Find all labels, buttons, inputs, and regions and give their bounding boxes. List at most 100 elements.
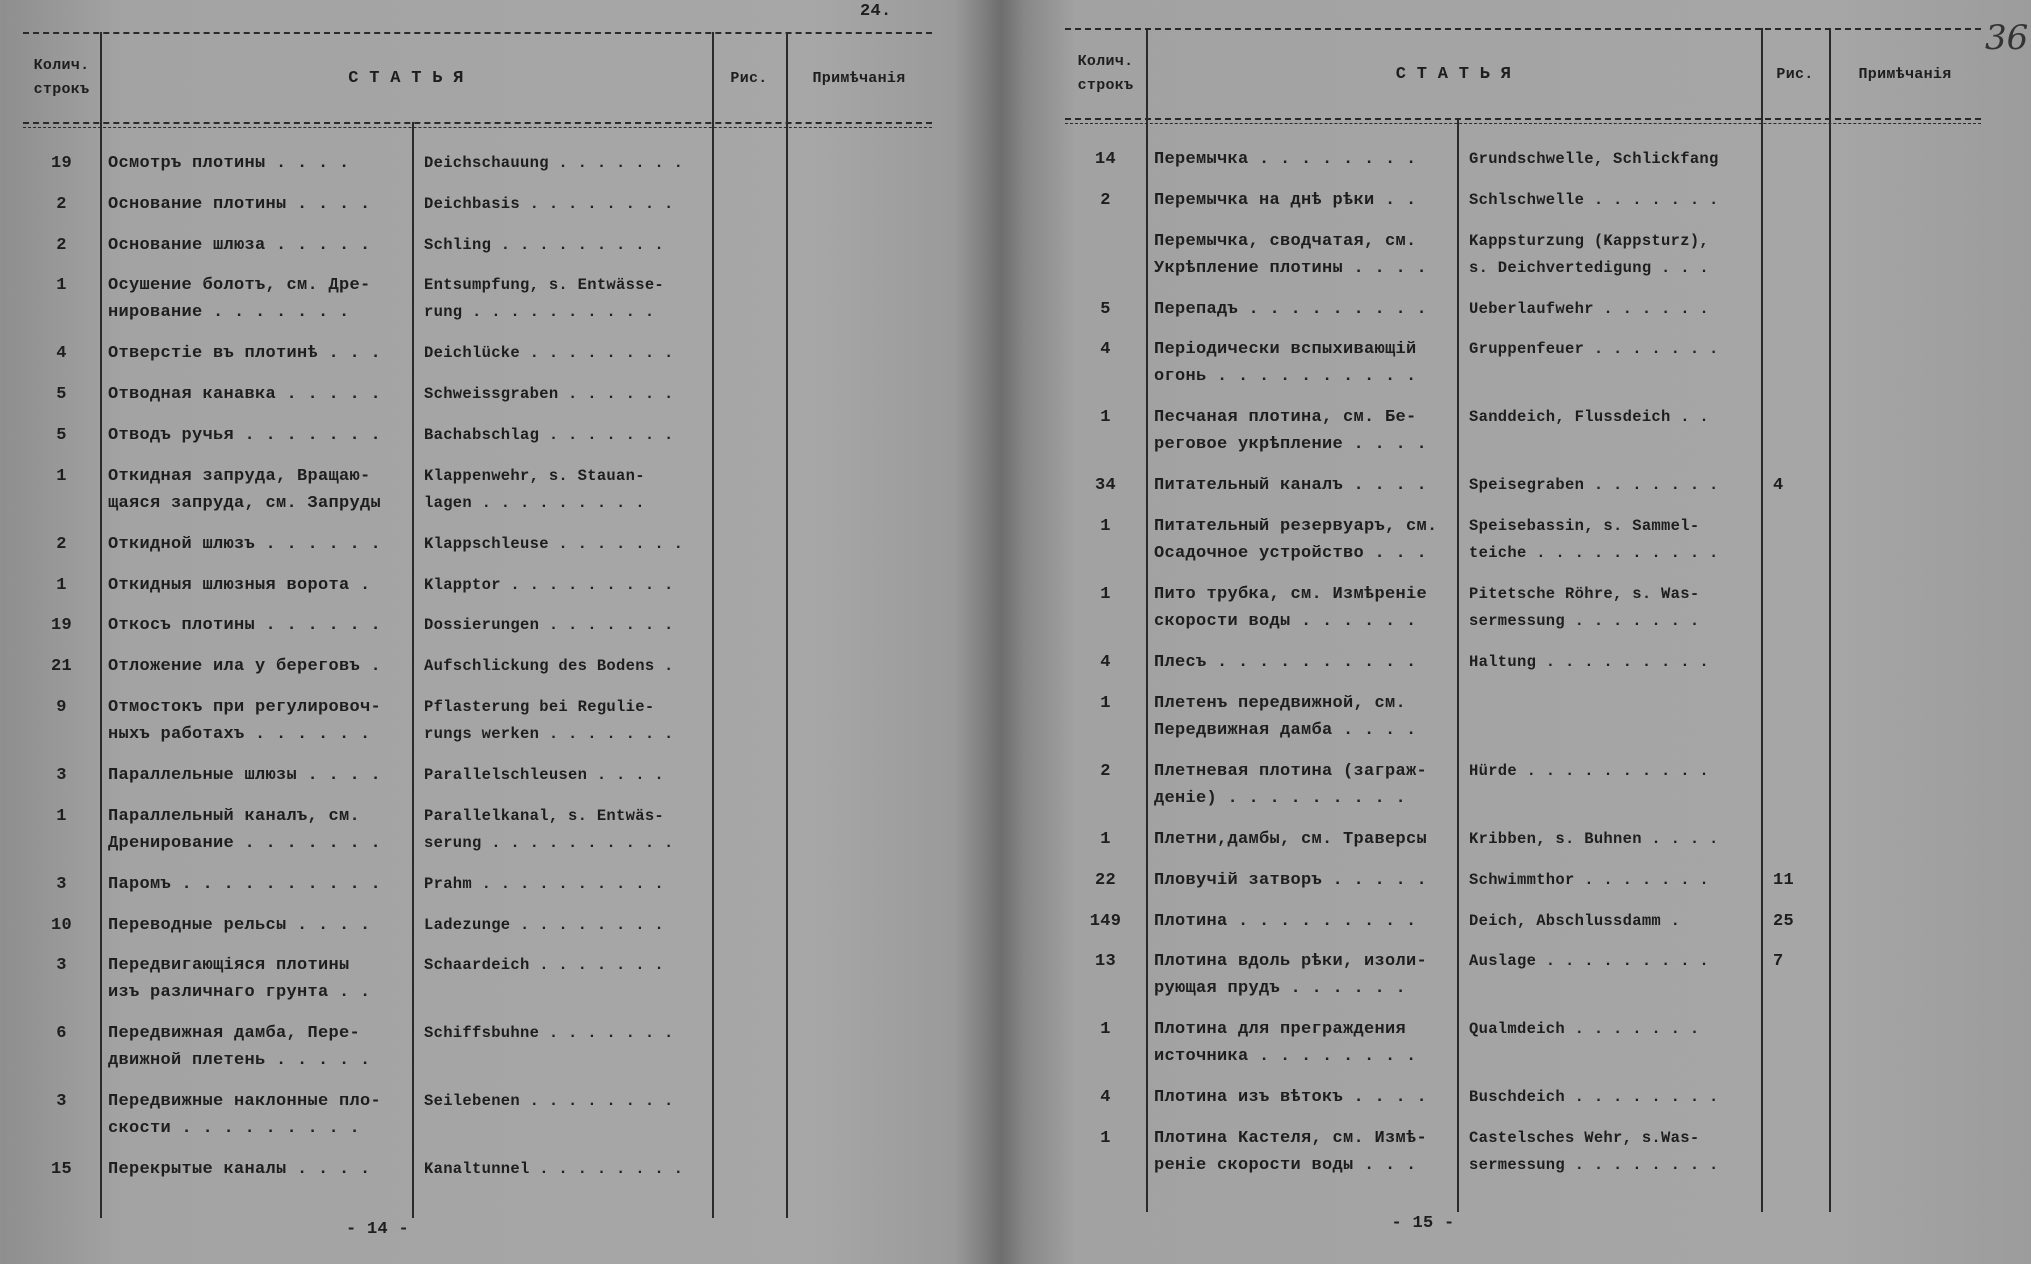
column-line: [412, 122, 414, 1218]
row-count: 5: [56, 385, 67, 405]
row-count: 1: [56, 575, 67, 595]
term-russian: Плотина вдоль рѣки, изоли- рующая прудъ …: [1154, 952, 1428, 999]
row-count: 3: [56, 956, 67, 976]
term-german: Prahm . . . . . . . . . .: [424, 874, 665, 893]
term-german: Deichlücke . . . . . . . .: [424, 344, 674, 363]
term-german: Aufschlickung des Bodens .: [424, 657, 674, 676]
row-count: 1: [1100, 1020, 1111, 1040]
column-header: Колич. строкъ: [1077, 53, 1134, 94]
term-russian: Плотина . . . . . . . . .: [1154, 911, 1417, 931]
row-count: 1: [56, 806, 67, 826]
row-count: 3: [56, 766, 67, 785]
term-russian: Перемычка на днѣ рѣки . .: [1154, 190, 1417, 210]
term-russian: Отводъ ручья . . . . . . .: [108, 426, 382, 445]
figure-number: 7: [1773, 952, 1784, 972]
term-russian: Параллельные шлюзы . . . .: [108, 766, 382, 785]
term-russian: Паромъ . . . . . . . . . .: [108, 874, 382, 894]
column-line: [786, 32, 788, 1218]
row-count: 6: [56, 1024, 67, 1044]
term-german: Parallelschleusen . . . .: [424, 766, 665, 784]
page-number: - 14 -: [345, 1220, 409, 1239]
row-count: 1: [1100, 694, 1111, 713]
term-russian: Откидныя шлюзныя ворота .: [108, 575, 371, 595]
term-german: Klappenwehr, s. Stauan- lagen . . . . . …: [424, 466, 645, 512]
term-russian: Плесъ . . . . . . . . . .: [1154, 653, 1417, 673]
column-line: [1146, 28, 1148, 1212]
term-german: Sanddeich, Flussdeich . .: [1469, 408, 1710, 427]
term-german: Parallelkanal, s. Entwäs- serung . . . .…: [424, 806, 674, 852]
header-line: [1065, 28, 1981, 30]
term-german: Grundschwelle, Schlickfang: [1469, 150, 1719, 168]
term-russian: Осмотръ плотины . . . .: [108, 154, 350, 173]
row-count: 13: [1094, 952, 1116, 972]
column-line: [1829, 28, 1831, 1212]
term-russian: Основание плотины . . . .: [108, 194, 371, 214]
header-line: [23, 32, 932, 34]
row-count: 4: [1100, 1088, 1111, 1108]
term-german: Deichschauung . . . . . . .: [424, 154, 684, 172]
term-russian: Откидной шлюзъ . . . . . .: [108, 534, 382, 554]
header-number: 24.: [860, 2, 892, 21]
handwritten-note: 367: [1985, 18, 2031, 58]
term-german: Ladezunge . . . . . . . .: [424, 915, 665, 934]
row-count: 1: [1100, 408, 1111, 428]
term-german: Deich, Abschlussdamm .: [1469, 911, 1681, 930]
row-count: 34: [1094, 476, 1116, 496]
row-count: 3: [56, 1092, 67, 1112]
figure-number: 4: [1773, 476, 1784, 496]
column-header: Примѣчанія: [1858, 66, 1952, 83]
page-number: - 15 -: [1391, 1214, 1455, 1233]
row-count: 1: [56, 276, 67, 296]
term-russian: Плетни,дамбы, см. Траверсы: [1154, 830, 1428, 849]
row-count: 5: [1100, 299, 1111, 319]
row-count: 1: [1100, 517, 1111, 537]
header-line: [1065, 123, 1981, 124]
term-german: Buschdeich . . . . . . . .: [1469, 1088, 1719, 1107]
term-german: Pflasterung bei Regulie- rungs werken . …: [424, 698, 674, 743]
term-russian: Перекрытые каналы . . . .: [108, 1160, 371, 1180]
term-russian: Перепадъ . . . . . . . . .: [1154, 299, 1428, 319]
row-count: 1: [1100, 1129, 1111, 1149]
term-russian: Переводные рельсы . . . .: [108, 915, 371, 935]
row-count: 9: [56, 698, 67, 717]
figure-number: 25: [1773, 911, 1795, 931]
term-russian: Передвижная дамба, Пере- движной плетень…: [108, 1024, 371, 1071]
header-line: [23, 127, 932, 128]
term-german: Speisegraben . . . . . . .: [1469, 476, 1719, 495]
row-count: 2: [1100, 762, 1111, 781]
row-count: 14: [1094, 150, 1116, 169]
column-line: [1761, 28, 1763, 1212]
term-german: Kribben, s. Buhnen . . . .: [1469, 830, 1719, 848]
term-russian: Отложение ила у береговъ .: [108, 657, 382, 677]
term-russian: Передвигающіяся плотины изъ различнаго г…: [108, 956, 371, 1003]
term-german: Pitetsche Röhre, s. Was- sermessung . . …: [1469, 585, 1700, 631]
term-russian: Пловучій затворъ . . . . .: [1154, 870, 1428, 890]
term-german: Schaardeich . . . . . . .: [424, 956, 665, 975]
row-count: 21: [50, 657, 72, 677]
header-line: [1065, 118, 1981, 120]
row-count: 2: [56, 534, 67, 554]
row-count: 5: [56, 426, 67, 445]
row-count: 2: [56, 235, 67, 255]
row-count: 4: [1100, 340, 1111, 360]
term-german: Schweissgraben . . . . . .: [424, 385, 674, 404]
term-russian: Плетневая плотина (заграж- деніе) . . . …: [1154, 762, 1428, 808]
term-russian: Перемычка, сводчатая, см. Укрѣпление пло…: [1154, 231, 1428, 278]
term-german: Ueberlaufwehr . . . . . .: [1469, 299, 1710, 318]
term-russian: Перемычка . . . . . . . .: [1154, 150, 1417, 169]
term-german: Entsumpfung, s. Entwässe- rung . . . . .…: [424, 276, 665, 322]
row-count: 10: [50, 915, 72, 935]
header-line: [23, 122, 932, 124]
term-russian: Отмостокъ при регулировоч- ныхъ работахъ…: [108, 698, 382, 744]
term-german: Schiffsbuhne . . . . . . .: [424, 1024, 674, 1043]
row-count: 1: [1100, 830, 1111, 849]
column-header: Колич. строкъ: [33, 57, 90, 98]
row-count: 1: [1100, 585, 1111, 605]
term-russian: Питательный резервуаръ, см. Осадочное ус…: [1154, 517, 1438, 564]
term-german: Hürde . . . . . . . . . .: [1469, 762, 1710, 780]
term-german: Klappschleuse . . . . . . .: [424, 534, 684, 553]
row-count: 1: [56, 466, 67, 486]
row-count: 4: [56, 344, 67, 364]
term-russian: Откидная запруда, Вращаю- щаяся запруда,…: [108, 466, 382, 513]
